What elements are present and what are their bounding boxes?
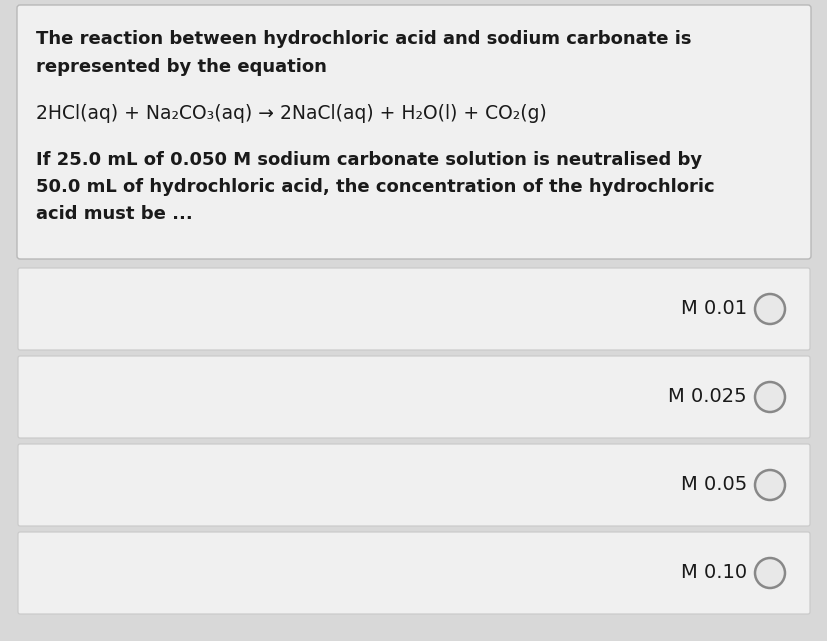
Text: M 0.10: M 0.10 (680, 563, 746, 583)
FancyBboxPatch shape (18, 444, 809, 526)
Circle shape (754, 294, 784, 324)
Circle shape (754, 558, 784, 588)
FancyBboxPatch shape (17, 5, 810, 259)
Text: represented by the equation: represented by the equation (36, 58, 327, 76)
FancyBboxPatch shape (18, 532, 809, 614)
Text: 2HCl(aq) + Na₂CO₃(aq) → 2NaCl(aq) + H₂O(l) + CO₂(g): 2HCl(aq) + Na₂CO₃(aq) → 2NaCl(aq) + H₂O(… (36, 104, 546, 123)
Text: 50.0 mL of hydrochloric acid, the concentration of the hydrochloric: 50.0 mL of hydrochloric acid, the concen… (36, 178, 714, 196)
Text: acid must be ...: acid must be ... (36, 205, 193, 223)
Text: M 0.01: M 0.01 (680, 299, 746, 319)
Text: M 0.05: M 0.05 (680, 476, 746, 494)
Text: If 25.0 mL of 0.050 M sodium carbonate solution is neutralised by: If 25.0 mL of 0.050 M sodium carbonate s… (36, 151, 701, 169)
FancyBboxPatch shape (18, 356, 809, 438)
Text: The reaction between hydrochloric acid and sodium carbonate is: The reaction between hydrochloric acid a… (36, 30, 691, 48)
Circle shape (754, 382, 784, 412)
FancyBboxPatch shape (18, 268, 809, 350)
Circle shape (754, 470, 784, 500)
Text: M 0.025: M 0.025 (667, 388, 746, 406)
